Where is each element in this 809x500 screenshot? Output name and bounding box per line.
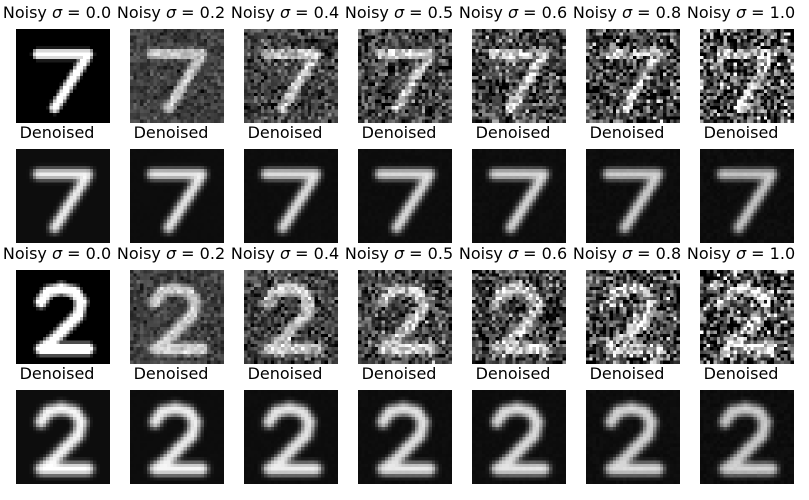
denoised-title: Denoised [361, 364, 437, 383]
noisy-digit-image [700, 29, 794, 123]
noisy-digit-image [358, 29, 452, 123]
noisy-digit-image [16, 29, 110, 123]
denoised-digit-image [16, 149, 110, 243]
denoised-2-cell: Denoised [570, 361, 684, 484]
denoised-title: Denoised [247, 123, 323, 142]
noisy-2-cell: Noisy σ = 0.0 [0, 241, 114, 364]
denoised-2-cell: Denoised [342, 361, 456, 484]
noisy-title: Noisy σ = 0.0 [2, 244, 112, 263]
noisy-title: Noisy σ = 0.6 [458, 3, 568, 22]
noisy-digit-image [130, 29, 224, 123]
noisy-digit-image [16, 270, 110, 364]
noisy-title: Noisy σ = 0.4 [230, 244, 340, 263]
denoised-2-cell: Denoised [228, 361, 342, 484]
denoised-7-cell: Denoised [456, 120, 570, 243]
noisy-title: Noisy σ = 0.4 [230, 3, 340, 22]
denoised-7-cell: Denoised [114, 120, 228, 243]
noisy-title: Noisy σ = 1.0 [686, 3, 796, 22]
noisy-2-cell: Noisy σ = 0.2 [114, 241, 228, 364]
denoised-2-cell: Denoised [684, 361, 798, 484]
denoised-digit-image [472, 149, 566, 243]
denoised-digit-image [700, 390, 794, 484]
noisy-digit-image [244, 29, 338, 123]
noisy-digit-image [130, 270, 224, 364]
noisy-2-cell: Noisy σ = 1.0 [684, 241, 798, 364]
denoised-digit-image [358, 390, 452, 484]
denoised-title: Denoised [703, 364, 779, 383]
noisy-digit-image [700, 270, 794, 364]
noisy-7-cell: Noisy σ = 0.4 [228, 0, 342, 123]
denoised-title: Denoised [589, 364, 665, 383]
noisy-title: Noisy σ = 1.0 [686, 244, 796, 263]
noisy-2-cell: Noisy σ = 0.5 [342, 241, 456, 364]
denoised-title: Denoised [133, 364, 209, 383]
denoised-title: Denoised [475, 123, 551, 142]
denoised-2-cell: Denoised [456, 361, 570, 484]
noisy-title: Noisy σ = 0.6 [458, 244, 568, 263]
denoised-digit-image [700, 149, 794, 243]
denoised-digit-image [244, 390, 338, 484]
denoised-7-cell: Denoised [570, 120, 684, 243]
denoised-7-cell: Denoised [0, 120, 114, 243]
noisy-2-cell: Noisy σ = 0.4 [228, 241, 342, 364]
noisy-title: Noisy σ = 0.2 [116, 244, 226, 263]
denoised-7-cell: Denoised [684, 120, 798, 243]
noisy-digit-image [358, 270, 452, 364]
noisy-digit-image [586, 29, 680, 123]
denoised-title: Denoised [361, 123, 437, 142]
noisy-7-cell: Noisy σ = 0.8 [570, 0, 684, 123]
denoised-2-cell: Denoised [0, 361, 114, 484]
noisy-title: Noisy σ = 0.8 [572, 3, 682, 22]
denoised-title: Denoised [247, 364, 323, 383]
noisy-digit-image [244, 270, 338, 364]
denoised-title: Denoised [19, 123, 95, 142]
noisy-title: Noisy σ = 0.5 [344, 244, 454, 263]
denoised-7-cell: Denoised [228, 120, 342, 243]
denoised-title: Denoised [703, 123, 779, 142]
denoised-title: Denoised [475, 364, 551, 383]
denoised-digit-image [358, 149, 452, 243]
denoised-digit-image [586, 149, 680, 243]
denoised-digit-image [16, 390, 110, 484]
noisy-7-cell: Noisy σ = 1.0 [684, 0, 798, 123]
denoised-title: Denoised [19, 364, 95, 383]
noisy-title: Noisy σ = 0.0 [2, 3, 112, 22]
denoised-digit-image [130, 149, 224, 243]
noisy-digit-image [472, 29, 566, 123]
denoised-2-cell: Denoised [114, 361, 228, 484]
noisy-2-cell: Noisy σ = 0.6 [456, 241, 570, 364]
noisy-7-cell: Noisy σ = 0.5 [342, 0, 456, 123]
noisy-title: Noisy σ = 0.2 [116, 3, 226, 22]
denoised-digit-image [244, 149, 338, 243]
denoised-digit-image [472, 390, 566, 484]
denoised-title: Denoised [589, 123, 665, 142]
noisy-7-cell: Noisy σ = 0.6 [456, 0, 570, 123]
noisy-7-cell: Noisy σ = 0.0 [0, 0, 114, 123]
denoised-title: Denoised [133, 123, 209, 142]
denoised-7-cell: Denoised [342, 120, 456, 243]
denoised-digit-image [130, 390, 224, 484]
noisy-digit-image [586, 270, 680, 364]
noisy-7-cell: Noisy σ = 0.2 [114, 0, 228, 123]
denoised-digit-image [586, 390, 680, 484]
noisy-digit-image [472, 270, 566, 364]
noisy-title: Noisy σ = 0.5 [344, 3, 454, 22]
noisy-2-cell: Noisy σ = 0.8 [570, 241, 684, 364]
noisy-title: Noisy σ = 0.8 [572, 244, 682, 263]
